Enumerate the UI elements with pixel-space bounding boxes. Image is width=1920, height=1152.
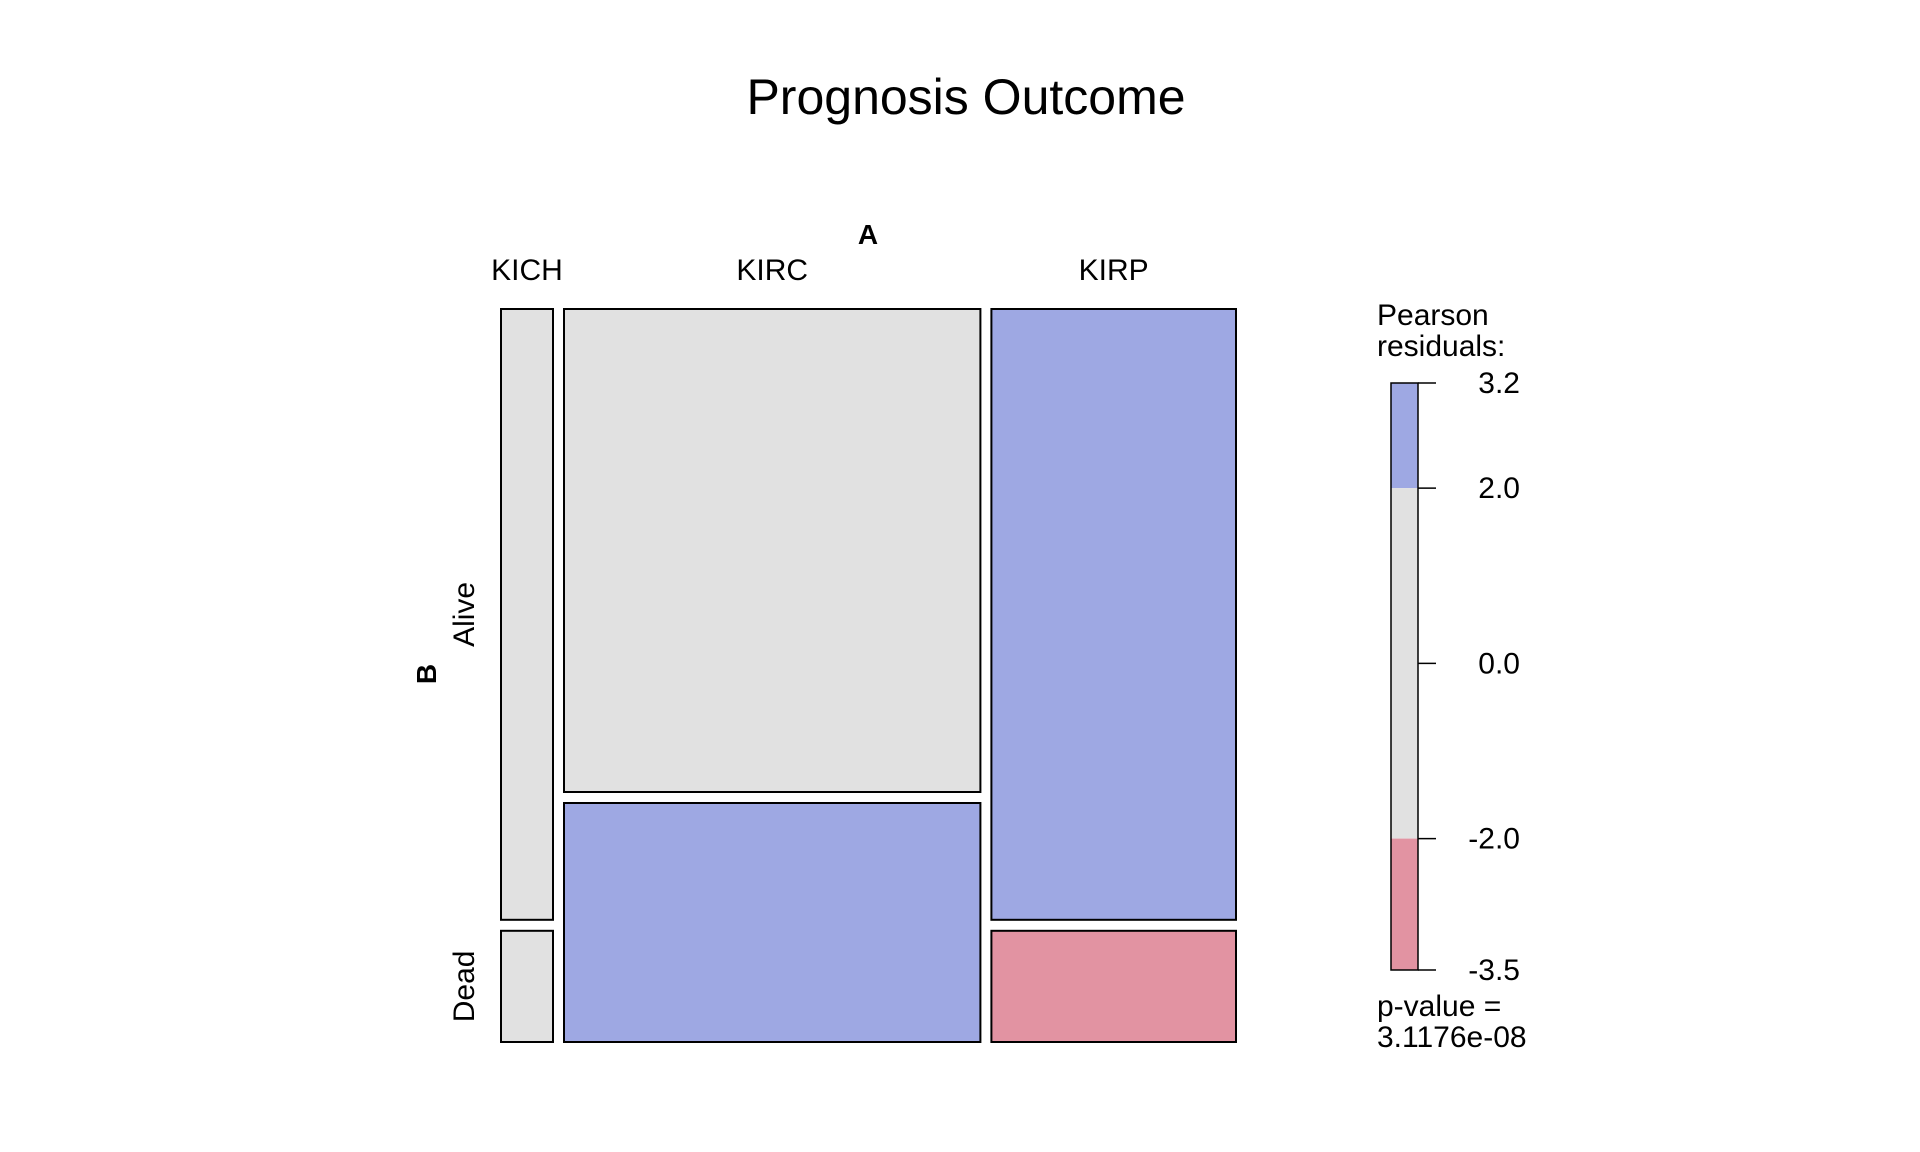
legend-bar-frame: [1390, 382, 1419, 971]
legend-tick-label: 3.2: [1478, 367, 1520, 400]
legend-title-line1: Pearson: [1377, 299, 1489, 332]
legend-tick-label: 0.0: [1478, 647, 1520, 680]
legend-tick-label: 2.0: [1478, 472, 1520, 505]
y-level-labels: Alive Dead: [448, 582, 481, 1022]
legend-color-bar: [1390, 382, 1419, 971]
x-variable-label: A: [858, 219, 878, 250]
legend-band-1: [1391, 488, 1418, 839]
legend-title-line2: residuals:: [1377, 330, 1505, 363]
mosaic-cell-kirc-alive: [563, 308, 982, 793]
y-level-label-dead: Dead: [448, 951, 481, 1023]
mosaic-cell-kirc-dead: [563, 802, 982, 1043]
y-variable-label: B: [411, 664, 442, 684]
chart-title: Prognosis Outcome: [746, 69, 1185, 125]
legend-band-0: [1391, 383, 1418, 489]
x-level-label-kirp: KIRP: [1079, 254, 1149, 287]
x-level-label-kich: KICH: [491, 254, 563, 287]
mosaic-cells: [500, 308, 1238, 1043]
x-level-label-kirc: KIRC: [736, 254, 808, 287]
legend-tick-label: -3.5: [1468, 954, 1520, 987]
mosaic-cell-kirp-dead: [990, 929, 1238, 1043]
mosaic-cell-kich-dead: [500, 929, 554, 1043]
legend-ticks: 3.2 2.0 0.0 -2.0 -3.5: [1418, 367, 1520, 987]
legend-tick-label: -2.0: [1468, 823, 1520, 856]
mosaic-cell-kirp-alive: [990, 308, 1238, 921]
y-level-label-alive: Alive: [448, 582, 481, 647]
pvalue-label: p-value =: [1377, 990, 1501, 1023]
pvalue-value: 3.1176e-08: [1377, 1021, 1527, 1054]
x-level-labels: KICH KIRC KIRP: [491, 254, 1149, 287]
residuals-legend: Pearson residuals: 3.2 2.0 0.0 -2.0 -3.5 p-v…: [1377, 299, 1527, 1054]
mosaic-cell-kich-alive: [500, 308, 554, 921]
legend-band-2: [1391, 838, 1418, 970]
